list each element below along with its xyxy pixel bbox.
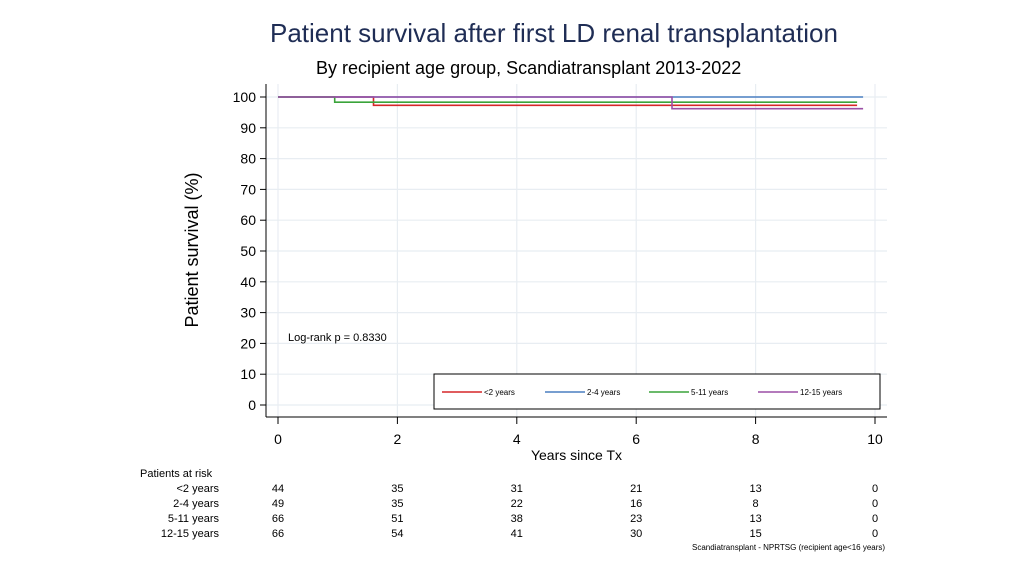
risk-cell: 44: [271, 483, 285, 495]
x-tick-label: 8: [752, 431, 760, 447]
risk-cell: 13: [749, 513, 762, 525]
risk-cell: 23: [630, 513, 643, 525]
footnote: Scandiatransplant - NPRTSG (recipient ag…: [692, 543, 886, 552]
risk-cell: 38: [510, 513, 523, 525]
x-tick-label: 0: [274, 431, 282, 447]
risk-cell: 13: [749, 483, 762, 495]
risk-cell: 30: [630, 528, 643, 540]
risk-row-label: 2-4 years: [173, 498, 219, 510]
risk-cell: 41: [510, 528, 523, 540]
y-tick-label: 80: [240, 151, 256, 167]
risk-cell: 49: [271, 498, 285, 510]
risk-cell: 35: [391, 498, 404, 510]
risk-cell: 22: [510, 498, 523, 510]
risk-row-label: 12-15 years: [160, 528, 219, 540]
y-tick-label: 40: [240, 274, 256, 290]
risk-table-heading: Patients at risk: [140, 468, 213, 480]
series-line: [278, 96, 864, 110]
legend-label: <2 years: [484, 388, 515, 397]
logrank-annotation: Log-rank p = 0.8330: [288, 332, 387, 344]
y-tick-label: 90: [240, 120, 256, 136]
y-tick-label: 30: [240, 305, 256, 321]
y-tick-label: 70: [240, 181, 256, 197]
risk-cell: 8: [752, 498, 759, 510]
legend-label: 12-15 years: [800, 388, 842, 397]
y-axis-label: Patient survival (%): [182, 172, 202, 327]
risk-cell: 0: [871, 513, 879, 525]
risk-cell: 21: [630, 483, 643, 495]
risk-cell: 66: [271, 513, 285, 525]
risk-cell: 66: [271, 528, 285, 540]
risk-row-label: <2 years: [176, 483, 220, 495]
x-tick-label: 2: [394, 431, 402, 447]
x-tick-label: 10: [867, 431, 883, 447]
risk-cell: 54: [391, 528, 404, 540]
y-tick-label: 10: [240, 366, 256, 382]
risk-cell: 0: [871, 498, 879, 510]
risk-cell: 15: [749, 528, 762, 540]
risk-cell: 35: [391, 483, 404, 495]
x-tick-label: 4: [513, 431, 521, 447]
chart-subtitle: By recipient age group, Scandiatransplan…: [316, 58, 742, 78]
y-tick-label: 60: [240, 212, 256, 228]
y-tick-label: 100: [233, 89, 257, 105]
risk-cell: 0: [871, 483, 879, 495]
y-tick-label: 0: [248, 397, 256, 413]
risk-cell: 51: [391, 513, 404, 525]
y-tick-label: 50: [240, 243, 256, 259]
y-tick-label: 20: [240, 335, 256, 351]
risk-cell: 16: [630, 498, 643, 510]
risk-cell: 0: [871, 528, 879, 540]
risk-row-label: 5-11 years: [167, 513, 219, 525]
legend-label: 5-11 years: [691, 388, 728, 397]
risk-cell: 31: [510, 483, 523, 495]
chart-title: Patient survival after first LD renal tr…: [270, 18, 838, 48]
x-axis-label: Years since Tx: [531, 447, 622, 463]
legend-label: 2-4 years: [587, 388, 620, 397]
x-tick-label: 6: [632, 431, 640, 447]
